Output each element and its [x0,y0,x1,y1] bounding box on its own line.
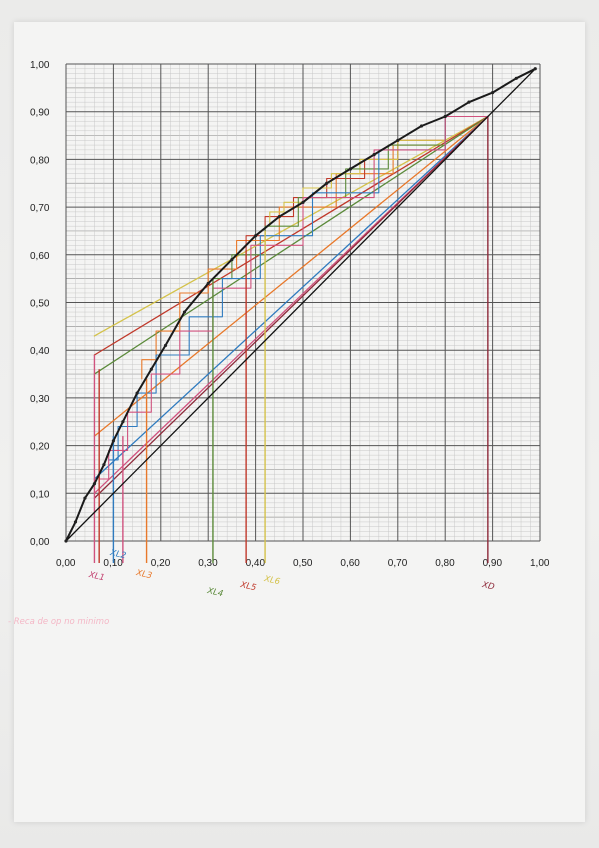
equilibrium-point [121,420,125,424]
axis-annotation: XD [480,580,496,593]
equilibrium-point [206,281,210,286]
equilibrium-point [301,200,305,204]
y-tick-label: 0,00 [30,537,50,548]
axis-annotation: XL2 [108,548,127,561]
equilibrium-point [467,100,471,104]
equilibrium-point [443,114,447,119]
equilibrium-point [149,367,153,371]
equilibrium-point [135,391,139,395]
diagonal-line [65,68,536,542]
axis-annotation: XL6 [262,574,281,587]
axis-annotation: XL4 [205,586,224,599]
x-tick-label: 0,60 [340,558,360,569]
y-tick-label: 0,70 [30,203,50,214]
x-tick-label: 0,50 [293,558,313,569]
y-tick-label: 0,90 [30,108,50,119]
tick-labels: 0,00 0,10 0,20 0,30 0,40 0,50 0,60 0,70 0,80 0,90… [30,60,550,569]
operating-line [93,115,489,480]
equilibrium-point [372,153,376,157]
equilibrium-point [230,257,234,262]
equilibrium-point [491,91,495,95]
equilibrium-point [102,463,106,467]
curves [64,67,537,543]
equilibrium-point [396,138,400,142]
y-tick-label: 0,40 [30,346,50,357]
equilibrium-point [325,181,329,185]
equilibrium-point [348,167,352,171]
equilibrium-point [277,215,281,219]
axis-annotation: XL3 [134,568,153,581]
equilibrium-point [182,310,187,314]
operating-line [93,115,489,499]
equilibrium-point [73,520,78,524]
axis-annotation: XL1 [87,570,106,583]
x-tick-label: 0,40 [246,558,266,569]
operating-line [93,115,489,437]
equilibrium-point [92,482,97,486]
x-tick-label: 0,20 [151,558,171,569]
equilibrium-curve [65,67,537,542]
axis-annotation: XL5 [239,580,258,593]
y-tick-label: 0,80 [30,155,50,166]
stage-step-path [269,115,489,227]
y-tick-label: 0,50 [30,299,50,310]
y-tick-label: 0,20 [30,442,50,453]
x-tick-label: 1,00 [530,558,550,569]
x-tick-label: 0,10 [103,558,123,569]
y-tick-label: 1,00 [30,60,50,71]
major-grid [65,63,541,542]
equilibrium-point [64,539,68,543]
y-tick-label: 0,60 [30,251,50,262]
x-tick-label: 0,00 [56,558,76,569]
x-tick-label: 0,90 [483,558,503,569]
equilibrium-point [533,67,537,71]
handwritten-note: - Reca de op no minimo [8,617,109,627]
y-tick-label: 0,10 [30,489,50,500]
equilibrium-point [83,496,87,500]
stage-step-path [108,115,489,461]
equilibrium-point [514,76,518,80]
equilibrium-point [254,234,258,238]
y-tick-label: 0,30 [30,394,50,405]
equilibrium-point [163,343,168,348]
stage-step-path [141,115,489,380]
drop-lines [93,116,489,563]
x-tick-label: 0,80 [435,558,455,569]
x-tick-label: 0,30 [198,558,218,569]
x-tick-label: 0,70 [388,558,408,569]
equilibrium-point [419,124,424,128]
equilibrium-point [111,439,115,443]
